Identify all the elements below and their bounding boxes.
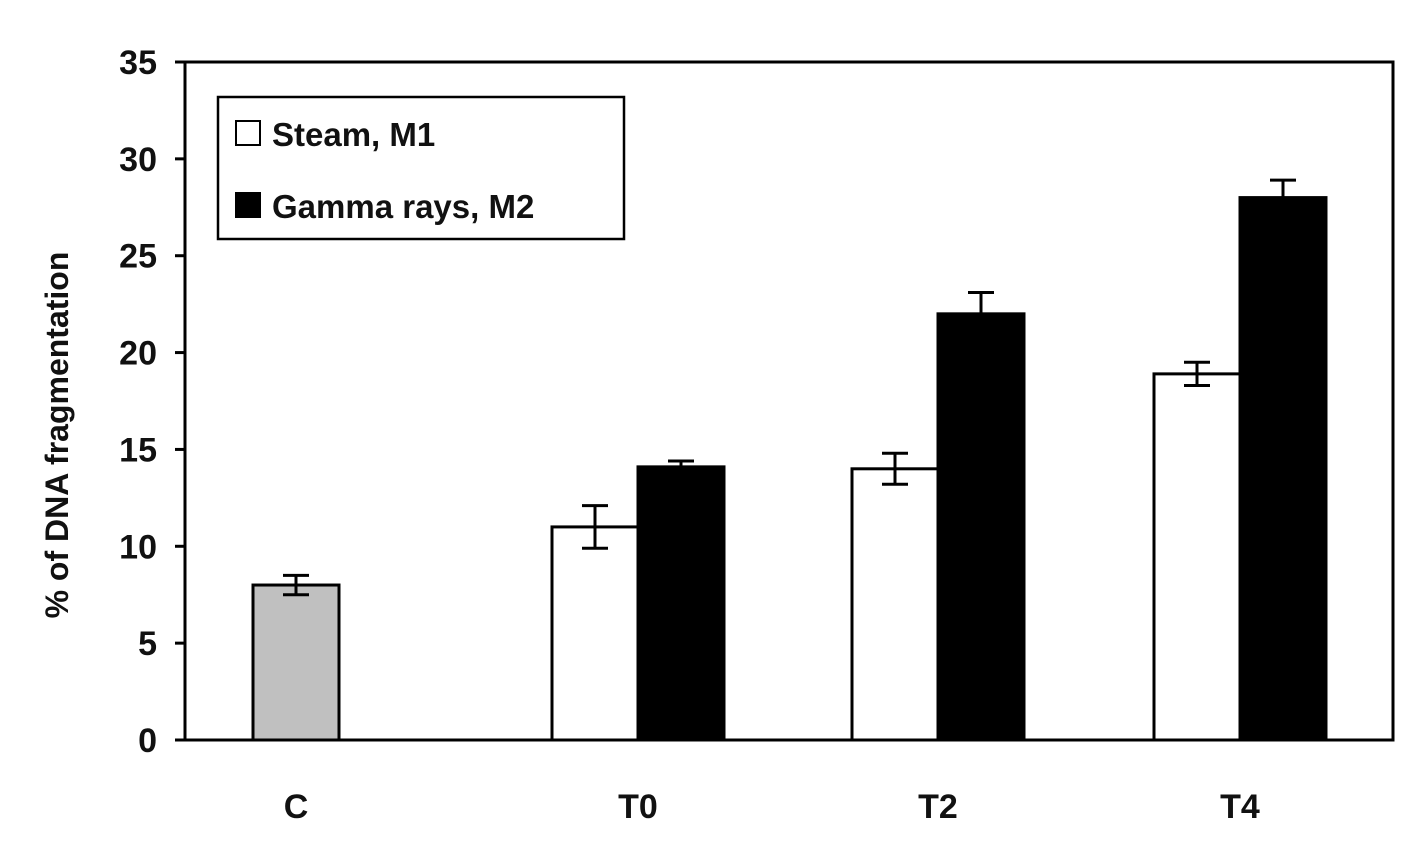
y-tick-label: 15	[119, 431, 157, 469]
legend-swatch-gamma	[235, 192, 261, 218]
x-tick-label: T0	[618, 788, 658, 826]
x-tick-label: C	[284, 788, 309, 826]
y-tick-label: 10	[119, 528, 157, 566]
bar-gamma-T4	[1238, 196, 1328, 742]
y-tick-label: 5	[138, 625, 157, 663]
legend-label-gamma: Gamma rays, M2	[272, 188, 534, 225]
y-tick-label: 20	[119, 335, 157, 373]
bar-steam-T0	[550, 525, 640, 742]
bar-control-C	[251, 583, 341, 742]
y-axis-title: % of DNA fragmentation	[39, 252, 75, 619]
legend-swatch-steam	[235, 120, 261, 146]
y-tick-label: 35	[119, 44, 157, 82]
bar-steam-T4	[1152, 372, 1242, 742]
plot-frame	[183, 60, 1395, 742]
y-tick-label: 0	[138, 722, 157, 760]
bar-steam-T2	[850, 467, 940, 742]
x-tick-label: T2	[918, 788, 958, 826]
x-tick-label: T4	[1220, 788, 1260, 826]
bar-gamma-T2	[936, 312, 1026, 742]
bar-gamma-T0	[636, 465, 726, 742]
y-tick-label: 30	[119, 141, 157, 179]
legend-box	[216, 95, 626, 241]
legend-label-steam: Steam, M1	[272, 116, 435, 153]
y-tick-label: 25	[119, 238, 157, 276]
